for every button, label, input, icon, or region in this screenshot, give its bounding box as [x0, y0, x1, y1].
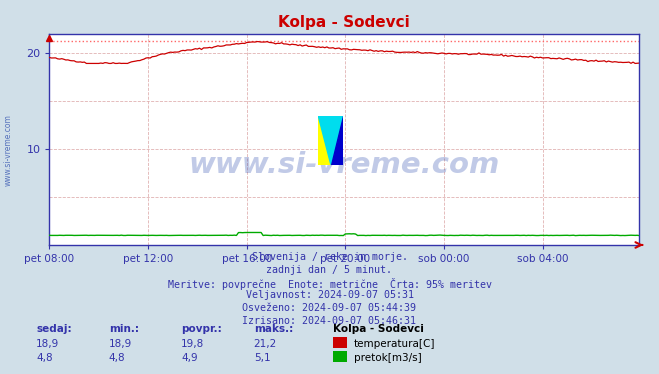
Text: Meritve: povprečne  Enote: metrične  Črta: 95% meritev: Meritve: povprečne Enote: metrične Črta:… — [167, 278, 492, 289]
Text: Izrisano: 2024-09-07 05:46:31: Izrisano: 2024-09-07 05:46:31 — [243, 316, 416, 326]
Polygon shape — [318, 116, 343, 165]
Text: min.:: min.: — [109, 324, 139, 334]
Title: Kolpa - Sodevci: Kolpa - Sodevci — [279, 15, 410, 30]
Text: 18,9: 18,9 — [36, 339, 59, 349]
Text: Kolpa - Sodevci: Kolpa - Sodevci — [333, 324, 424, 334]
Text: 4,8: 4,8 — [36, 353, 53, 363]
Text: sedaj:: sedaj: — [36, 324, 72, 334]
Text: 18,9: 18,9 — [109, 339, 132, 349]
Text: temperatura[C]: temperatura[C] — [354, 339, 436, 349]
Text: maks.:: maks.: — [254, 324, 293, 334]
Text: povpr.:: povpr.: — [181, 324, 222, 334]
Text: 4,8: 4,8 — [109, 353, 125, 363]
Text: 5,1: 5,1 — [254, 353, 270, 363]
Text: www.si-vreme.com: www.si-vreme.com — [3, 114, 13, 186]
Text: www.si-vreme.com: www.si-vreme.com — [188, 151, 500, 179]
Text: 19,8: 19,8 — [181, 339, 204, 349]
Text: Osveženo: 2024-09-07 05:44:39: Osveženo: 2024-09-07 05:44:39 — [243, 303, 416, 313]
Text: pretok[m3/s]: pretok[m3/s] — [354, 353, 422, 363]
Text: 4,9: 4,9 — [181, 353, 198, 363]
Text: zadnji dan / 5 minut.: zadnji dan / 5 minut. — [266, 265, 393, 275]
Polygon shape — [318, 116, 331, 165]
Text: Slovenija / reke in morje.: Slovenija / reke in morje. — [252, 252, 407, 263]
Text: Veljavnost: 2024-09-07 05:31: Veljavnost: 2024-09-07 05:31 — [246, 290, 413, 300]
Text: 21,2: 21,2 — [254, 339, 277, 349]
Polygon shape — [331, 116, 343, 165]
